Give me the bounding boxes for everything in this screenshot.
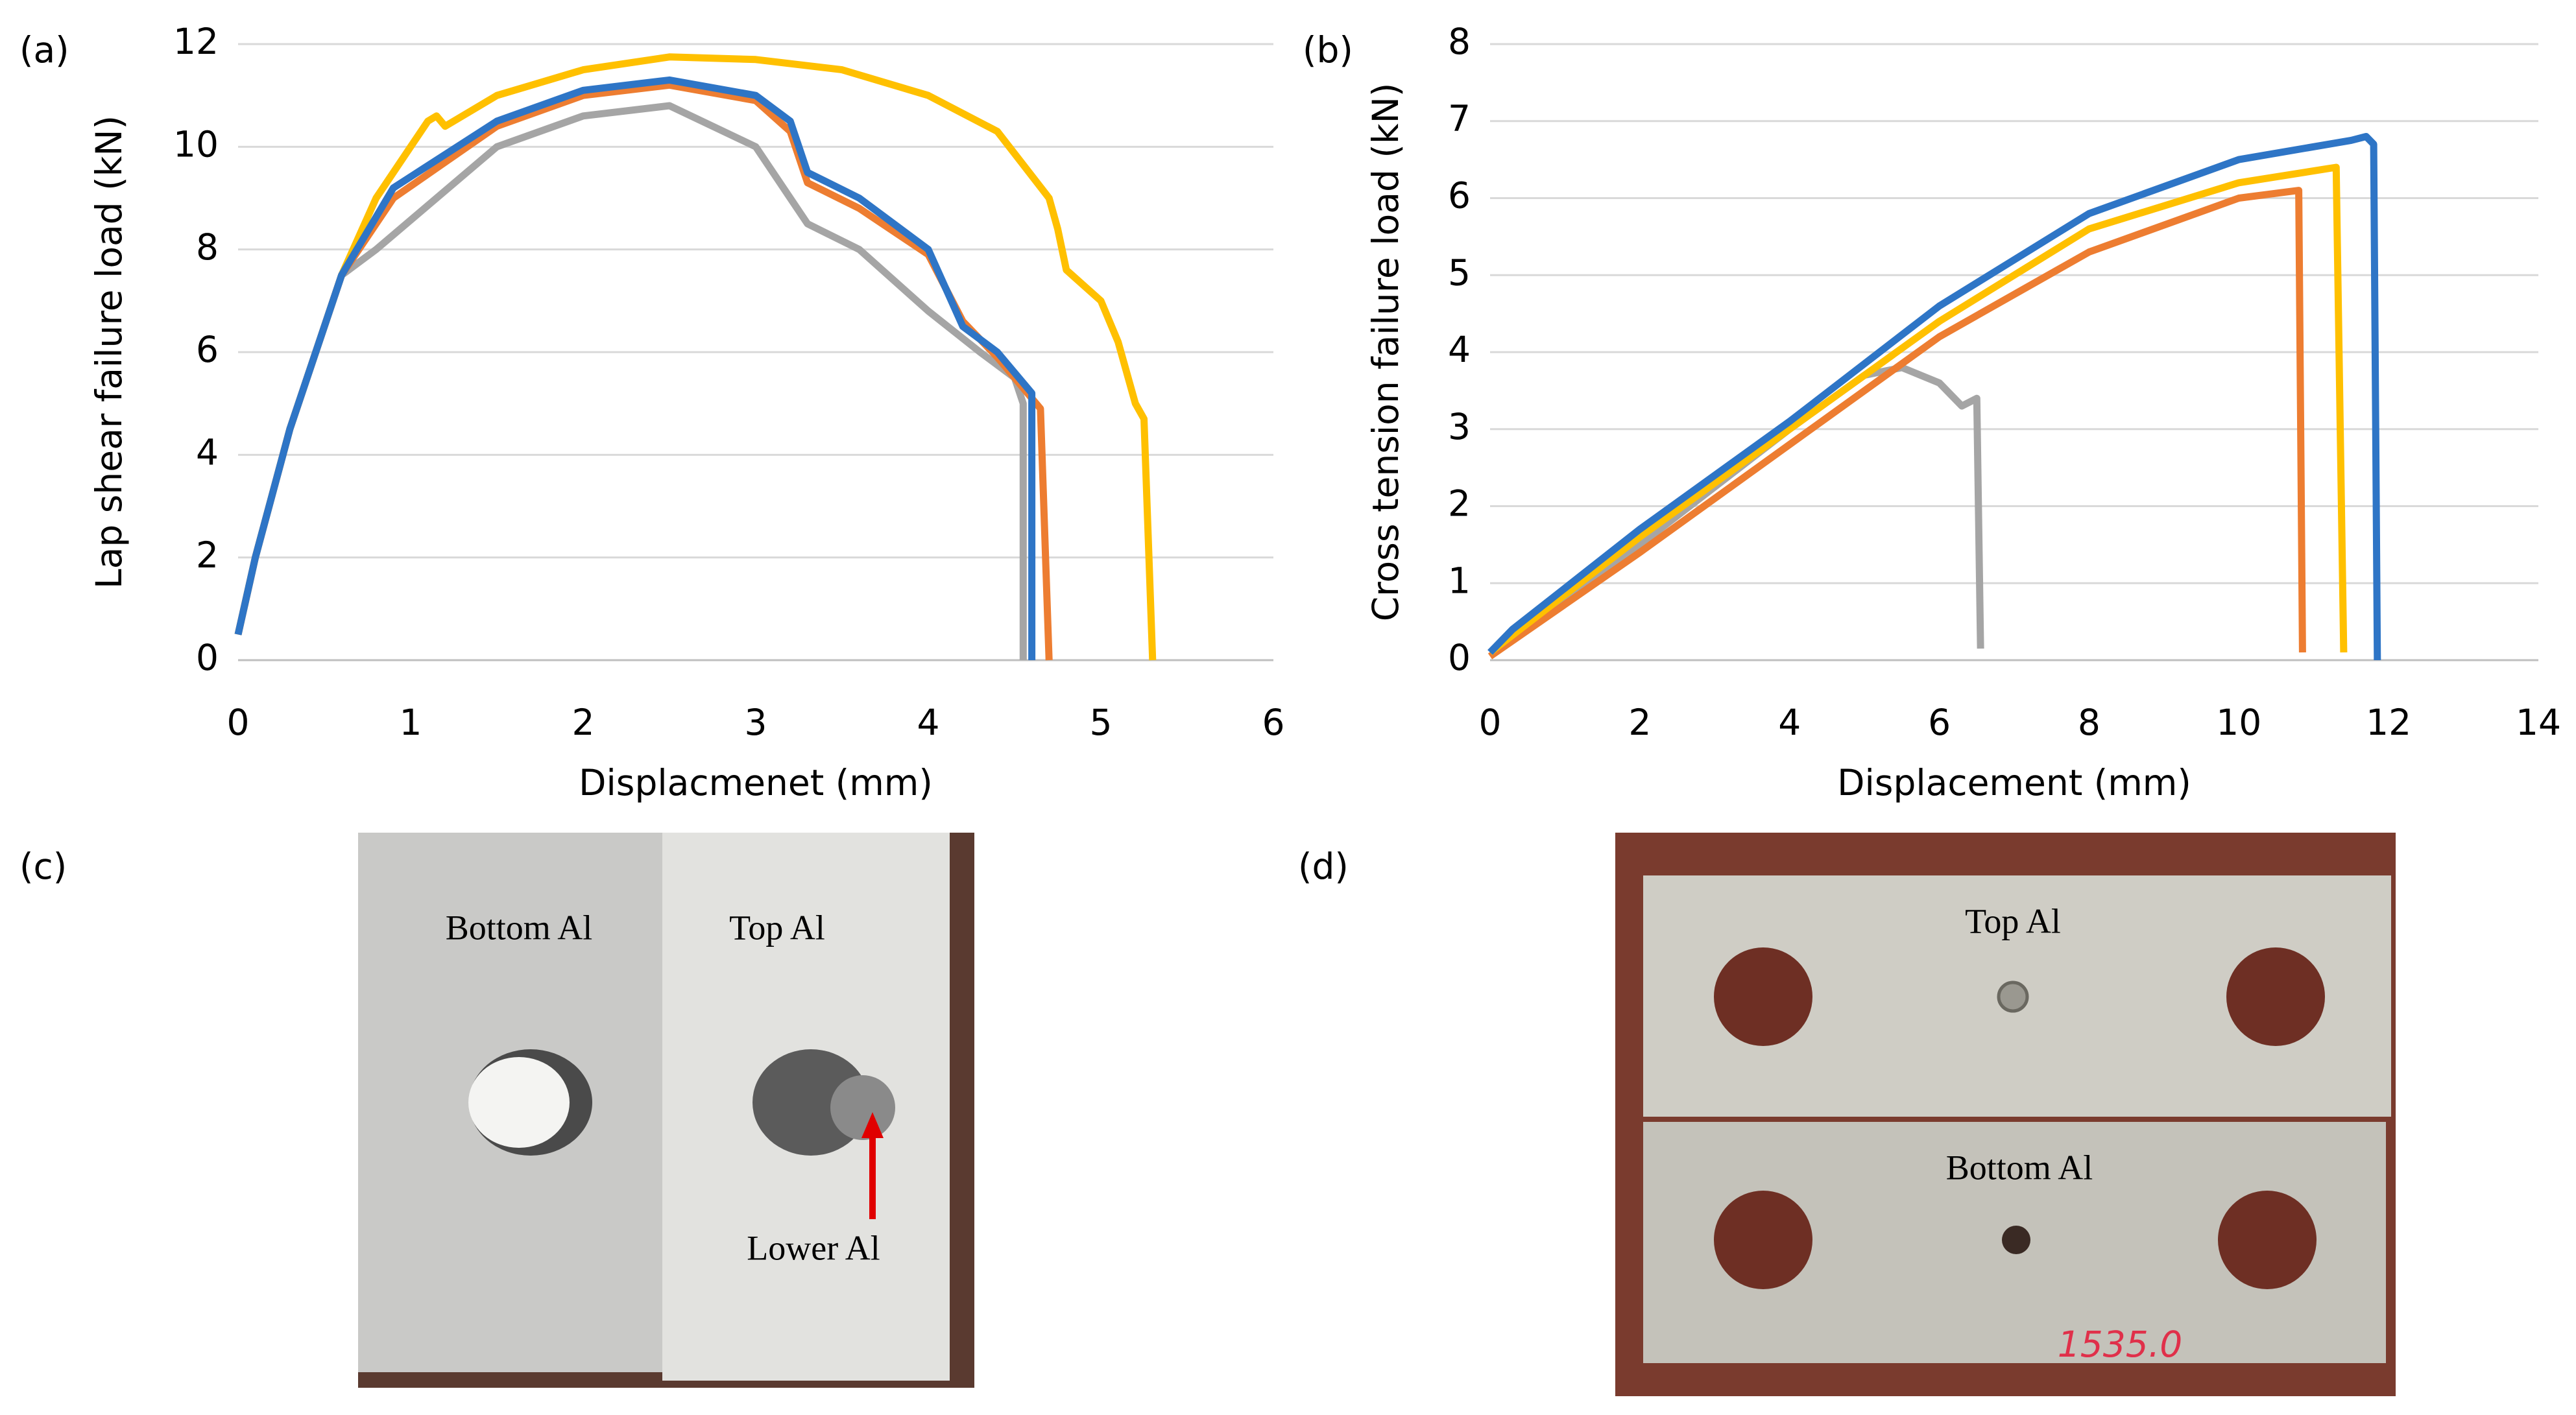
y-axis-title: Cross tension failure load (kN) — [1365, 83, 1406, 622]
y-tick-label: 12 — [173, 21, 219, 62]
x-tick-label: 14 — [2516, 702, 2561, 743]
line — [1487, 364, 1984, 656]
stud-top — [830, 1075, 895, 1140]
y-tick-label: 2 — [1448, 483, 1471, 525]
weld-hole — [2002, 1226, 2030, 1254]
x-tick-label: 0 — [227, 702, 250, 743]
line — [234, 53, 1157, 661]
line — [234, 81, 1053, 661]
x-tick-label: 4 — [917, 702, 940, 743]
x-tick-label: 5 — [1090, 702, 1113, 743]
line — [234, 76, 1036, 660]
y-tick-label: 8 — [196, 226, 219, 268]
panel-label: (b) — [1303, 29, 1353, 71]
y-tick-label: 4 — [1448, 329, 1471, 370]
photo-text: Bottom Al — [446, 908, 593, 947]
y-axis-title: Lap shear failure load (kN) — [88, 115, 130, 589]
hole — [2226, 947, 2325, 1046]
y-tick-label: 6 — [196, 329, 219, 370]
photo-text: Bottom Al — [1946, 1148, 2093, 1187]
y-tick-label: 3 — [1448, 406, 1471, 447]
line — [234, 102, 1027, 660]
hole — [2218, 1191, 2317, 1289]
x-axis-title: Displacement (mm) — [1837, 762, 2191, 803]
photo-text: Top Al — [729, 908, 825, 947]
photo-text: Lower Al — [747, 1228, 880, 1267]
x-tick-label: 10 — [2216, 702, 2261, 743]
x-tick-label: 6 — [1262, 702, 1285, 743]
x-tick-label: 0 — [1479, 702, 1502, 743]
y-tick-label: 6 — [1448, 175, 1471, 217]
hole — [468, 1057, 570, 1148]
x-tick-label: 8 — [2078, 702, 2101, 743]
line — [1487, 163, 2348, 656]
y-tick-label: 0 — [196, 637, 219, 678]
x-axis-title: Displacmenet (mm) — [579, 762, 933, 803]
x-tick-label: 12 — [2366, 702, 2411, 743]
y-tick-label: 7 — [1448, 98, 1471, 139]
hole — [1714, 1191, 1812, 1289]
y-tick-label: 4 — [196, 431, 219, 473]
y-tick-label: 0 — [1448, 637, 1471, 678]
y-tick-label: 10 — [173, 123, 219, 165]
y-tick-label: 8 — [1448, 21, 1471, 62]
x-tick-label: 2 — [572, 702, 595, 743]
y-tick-label: 1 — [1448, 560, 1471, 601]
x-tick-label: 3 — [745, 702, 767, 743]
panel-label: (d) — [1298, 846, 1349, 887]
y-tick-label: 5 — [1448, 252, 1471, 293]
x-tick-label: 2 — [1628, 702, 1651, 743]
handwriting: 1535.0 — [2058, 1324, 2182, 1365]
weld — [1997, 981, 2029, 1013]
arrow-head — [861, 1112, 884, 1138]
x-tick-label: 6 — [1928, 702, 1951, 743]
hole — [1714, 947, 1812, 1046]
panel-label: (c) — [19, 846, 67, 887]
x-tick-label: 4 — [1778, 702, 1801, 743]
line — [1487, 187, 2306, 660]
x-tick-label: 1 — [400, 702, 422, 743]
y-tick-label: 2 — [196, 534, 219, 576]
line — [1487, 133, 2381, 661]
photo-text: Top Al — [1965, 901, 2061, 940]
panel-label: (a) — [19, 29, 69, 71]
